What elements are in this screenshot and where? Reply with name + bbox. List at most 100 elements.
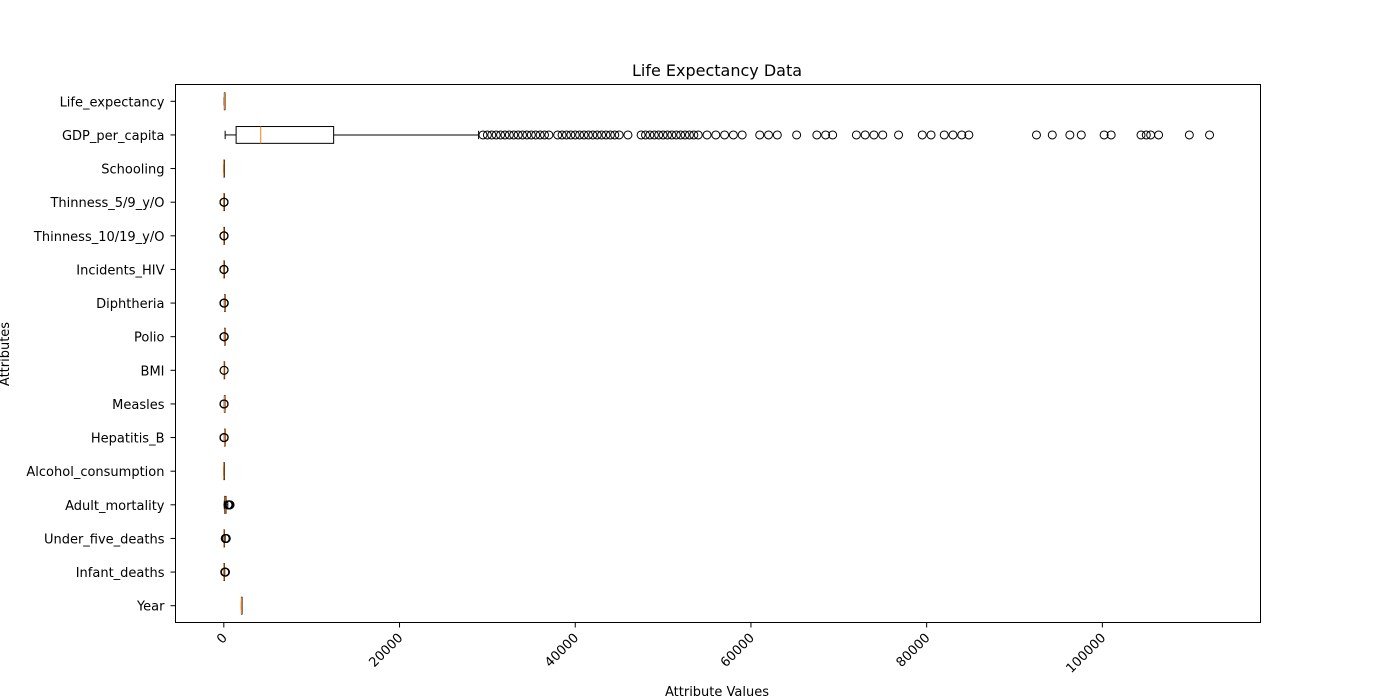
flier-point [667,130,677,140]
flier-point [1099,130,1109,140]
flier-point [500,130,510,140]
box-group-9 [219,294,229,312]
flier-point [926,130,936,140]
box-group-4 [223,462,225,481]
flier-point [526,130,536,140]
flier-point [948,130,958,140]
box-group-3 [223,495,235,514]
x-tick-label: 0 [214,631,230,647]
flier-point [557,130,567,140]
plot-content [219,92,1215,615]
flier-point [1031,130,1041,140]
x-tick-label: 20000 [367,631,407,671]
box-group-1 [220,563,230,581]
flier-point [539,130,549,140]
x-tick-label: 80000 [894,631,934,671]
y-tick-label: Infant_deaths [76,566,165,581]
x-axis-label: Attribute Values [665,685,769,700]
flier-point [662,130,672,140]
flier-point [614,130,624,140]
flier-point [1106,130,1116,140]
flier-point [720,130,730,140]
flier-point [812,130,822,140]
flier-point [676,130,686,140]
box-group-15 [223,92,226,111]
box-group-13 [223,159,225,178]
y-tick-label: Thinness_5/9_y/O [49,196,164,211]
y-tick-label: GDP_per_capita [62,129,165,144]
y-tick-label: Year [136,600,165,615]
box-group-5 [219,428,229,447]
y-tick-label: Under_five_deaths [44,532,165,547]
flier-point [588,130,598,140]
flier-point [509,130,519,140]
flier-point [1205,130,1215,140]
flier-point [487,130,497,140]
flier-point [221,533,231,543]
y-tick-label: Adult_mortality [65,499,165,514]
flier-point [939,130,949,140]
flier-point [917,130,927,140]
plot-frame [175,84,1261,623]
flier-point [219,433,229,443]
flier-point [522,130,532,140]
y-tick-label: Hepatitis_B [91,432,165,447]
flier-point [1184,130,1194,140]
y-tick-label: Polio [134,331,165,346]
box-group-10 [219,260,229,279]
flier-point [684,130,694,140]
flier-point [772,130,782,140]
flier-point [583,130,593,140]
flier-point [1076,130,1086,140]
flier-point [219,399,229,409]
flier-point [671,130,681,140]
y-tick-label: Diphtheria [96,297,164,312]
box-group-6 [219,395,229,413]
x-axis: 0 20000 40000 60000 80000 100000 [214,622,1109,676]
flier-point [535,130,545,140]
flier-point [869,130,879,140]
flier-point [755,130,765,140]
flier-point [219,332,229,342]
flier-point [219,298,229,308]
flier-point [553,130,563,140]
flier-point [792,130,802,140]
flier-point [645,130,655,140]
box-iqr [235,126,335,144]
flier-point [636,130,646,140]
flier-point [513,130,523,140]
flier-point [764,130,774,140]
y-tick-label: BMI [141,364,165,379]
flier-point [702,130,712,140]
box-group-14 [224,126,1215,144]
flier-point [693,130,703,140]
flier-point [478,130,488,140]
box-group-8 [219,327,229,346]
box-group-2 [220,529,231,548]
flier-point [219,365,229,375]
flier-point [828,130,838,140]
flier-point [878,130,888,140]
flier-point [592,130,602,140]
x-tick-label: 40000 [542,631,582,671]
flier-point [575,130,585,140]
flier-point [728,130,738,140]
flier-point [641,130,651,140]
y-tick-label: Life_expectancy [60,95,165,110]
flier-point [821,130,831,140]
flier-point [1047,130,1057,140]
flier-point [597,130,607,140]
flier-point [654,130,664,140]
flier-point [570,130,580,140]
flier-point [957,130,967,140]
flier-point [220,567,230,577]
flier-point [504,130,514,140]
flier-point [605,130,615,140]
y-tick-label: Measles [112,398,165,413]
flier-point [1141,130,1151,140]
flier-point [860,130,870,140]
flier-point [491,130,501,140]
box-group-11 [219,226,229,245]
flier-point [482,130,492,140]
